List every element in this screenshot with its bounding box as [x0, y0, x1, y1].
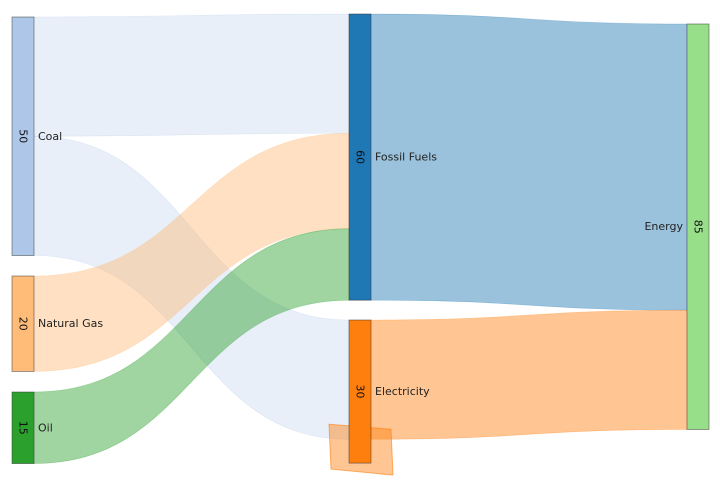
node-label-natural_gas: Natural Gas: [38, 317, 103, 330]
link-electricity-energy: [370, 309, 688, 440]
node-energy: [686, 23, 710, 430]
node-coal: [11, 16, 35, 256]
node-value-coal: 50: [17, 129, 30, 143]
node-label-fossil_fuels: Fossil Fuels: [375, 151, 437, 164]
node-value-fossil_fuels: 60: [354, 150, 367, 164]
node-value-electricity: 30: [354, 385, 367, 399]
sankey-nodes: 50 Coal 20 Natural Gas 15 Oil 60 Fossil Fuels 30…: [11, 13, 710, 464]
link-coal-fossil_fuels: [33, 13, 350, 137]
node-value-oil: 15: [17, 421, 30, 435]
node-label-coal: Coal: [38, 130, 62, 143]
node-fossil_fuels: [348, 13, 372, 301]
node-value-energy: 85: [692, 220, 705, 234]
node-label-electricity: Electricity: [375, 385, 430, 398]
node-label-oil: Oil: [38, 421, 53, 434]
node-value-natural_gas: 20: [17, 317, 30, 331]
node-electricity: [348, 319, 372, 464]
sankey-links: [33, 13, 688, 476]
node-label-energy: Energy: [644, 220, 683, 233]
node-natural_gas: [11, 275, 35, 372]
node-oil: [11, 391, 35, 464]
